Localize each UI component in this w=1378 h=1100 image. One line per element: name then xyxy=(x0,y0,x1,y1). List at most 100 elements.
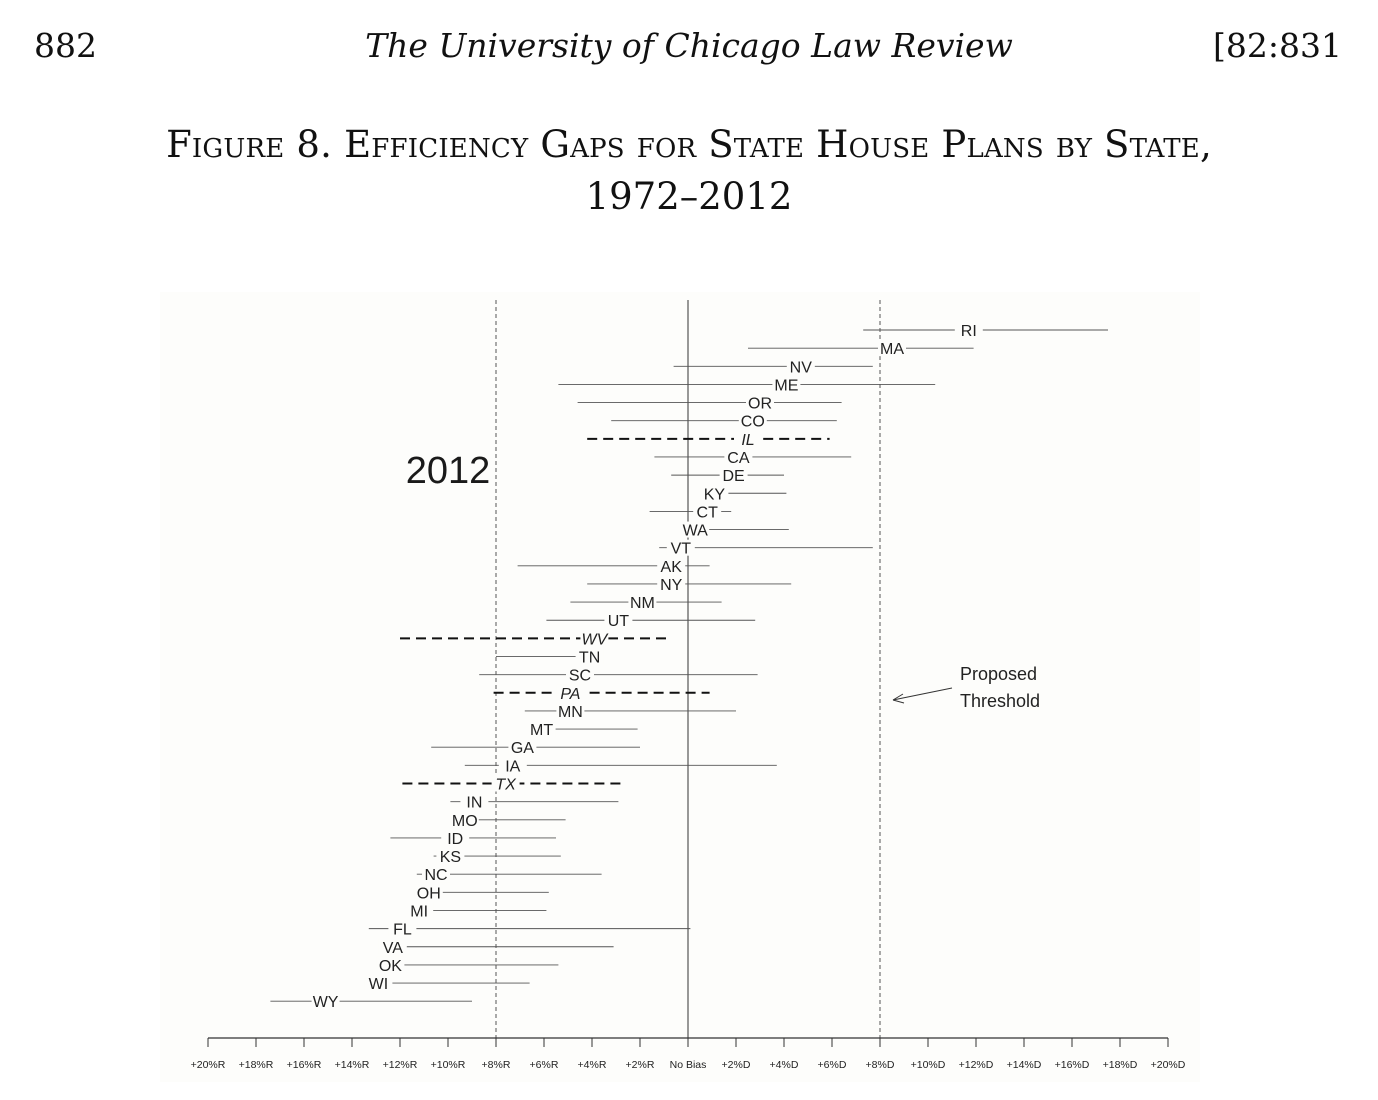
state-label-ky: KY xyxy=(704,486,726,503)
state-label-ny: NY xyxy=(660,577,683,594)
state-label-nv: NV xyxy=(790,359,813,376)
state-label-pa: PA xyxy=(560,686,580,703)
state-label-il: IL xyxy=(741,432,754,449)
state-label-sc: SC xyxy=(569,668,591,685)
x-tick-label: +4%R xyxy=(578,1059,607,1071)
label-bg-wy xyxy=(311,993,340,1010)
state-label-vt: VT xyxy=(671,541,692,558)
state-label-ok: OK xyxy=(379,958,402,975)
label-bg-nm xyxy=(628,594,657,611)
x-tick-label: +14%R xyxy=(335,1059,370,1071)
x-tick-label: +8%D xyxy=(866,1059,895,1071)
x-tick-label: +10%D xyxy=(911,1059,946,1071)
state-label-oh: OH xyxy=(417,885,441,902)
label-bg-tx xyxy=(491,775,520,792)
label-bg-tn xyxy=(575,648,604,665)
state-label-ma: MA xyxy=(880,341,904,358)
state-label-mn: MN xyxy=(558,704,583,721)
label-bg-or xyxy=(746,394,774,411)
label-bg-ca xyxy=(724,448,753,465)
label-bg-ri xyxy=(954,322,983,338)
page-number: 882 xyxy=(34,26,97,65)
x-tick-label: +10%R xyxy=(431,1059,466,1071)
state-label-ct: CT xyxy=(697,504,719,521)
label-bg-ga xyxy=(508,739,537,756)
state-label-wy: WY xyxy=(313,994,339,1011)
state-label-ut: UT xyxy=(608,613,630,630)
figure-title: Figure 8. Efficiency Gaps for State Hous… xyxy=(0,118,1378,222)
label-bg-mo xyxy=(450,811,479,828)
state-label-me: ME xyxy=(774,377,798,394)
plot-background xyxy=(160,292,1200,1082)
state-label-fl: FL xyxy=(393,922,412,939)
label-bg-ok xyxy=(376,956,405,973)
label-bg-pa xyxy=(556,684,585,701)
x-tick-label: +4%D xyxy=(770,1059,799,1071)
state-label-nc: NC xyxy=(424,867,447,884)
label-bg-id xyxy=(441,829,470,846)
label-bg-ma xyxy=(878,340,906,357)
running-head: 882 The University of Chicago Law Review… xyxy=(0,22,1378,72)
state-label-mo: MO xyxy=(452,813,478,830)
x-tick-label: +2%D xyxy=(722,1059,751,1071)
state-label-ks: KS xyxy=(440,849,461,866)
state-label-wa: WA xyxy=(683,523,709,540)
x-tick-label: +2%R xyxy=(626,1059,655,1071)
label-bg-vt xyxy=(666,539,695,556)
citation: [82:831 xyxy=(1213,26,1342,65)
state-label-tn: TN xyxy=(579,650,600,667)
figure-title-line2: 1972–2012 xyxy=(585,175,793,218)
label-bg-co xyxy=(738,412,767,429)
state-label-nm: NM xyxy=(630,595,655,612)
x-tick-label: +6%D xyxy=(818,1059,847,1071)
x-tick-label: No Bias xyxy=(670,1059,707,1071)
x-tick-label: +20%R xyxy=(191,1059,226,1071)
label-bg-wa xyxy=(681,521,710,538)
label-bg-mi xyxy=(405,902,434,919)
label-bg-sc xyxy=(566,666,594,683)
journal-title: The University of Chicago Law Review xyxy=(365,26,1013,65)
annotation-arrowhead xyxy=(892,693,905,704)
x-tick-label: +18%D xyxy=(1103,1059,1138,1071)
label-bg-mt xyxy=(527,721,556,738)
label-bg-ks xyxy=(436,848,465,865)
label-bg-in xyxy=(460,793,489,810)
label-bg-fl xyxy=(388,920,417,937)
state-label-id: ID xyxy=(447,831,463,848)
label-bg-nv xyxy=(786,358,815,375)
label-bg-ak xyxy=(657,557,686,574)
x-tick-label: +8%R xyxy=(482,1059,511,1071)
x-tick-label: +14%D xyxy=(1007,1059,1042,1071)
annotation-line2: Threshold xyxy=(960,691,1040,711)
state-label-mi: MI xyxy=(410,903,428,920)
figure-title-line1: Figure 8. Efficiency Gaps for State Hous… xyxy=(166,123,1212,166)
x-tick-label: +20%D xyxy=(1151,1059,1186,1071)
state-label-co: CO xyxy=(741,414,765,431)
label-bg-mn xyxy=(556,702,585,719)
label-bg-va xyxy=(378,938,407,955)
x-tick-label: +12%R xyxy=(383,1059,418,1071)
x-tick-label: +18%R xyxy=(239,1059,274,1071)
label-bg-me xyxy=(772,376,801,393)
state-label-or: OR xyxy=(748,396,772,413)
state-label-ca: CA xyxy=(727,450,750,467)
state-label-tx: TX xyxy=(495,777,517,794)
label-bg-oh xyxy=(414,884,443,901)
label-bg-ia xyxy=(498,757,527,774)
label-bg-de xyxy=(719,467,748,484)
label-bg-il xyxy=(734,430,762,447)
state-label-ri: RI xyxy=(961,323,977,340)
label-bg-ct xyxy=(693,503,722,520)
state-label-wi: WI xyxy=(369,976,389,993)
state-label-de: DE xyxy=(722,468,744,485)
year-label: 2012 xyxy=(406,450,491,492)
label-bg-ny xyxy=(657,575,686,592)
state-label-ak: AK xyxy=(661,559,683,576)
label-bg-wi xyxy=(364,975,393,992)
x-tick-label: +16%D xyxy=(1055,1059,1090,1071)
state-label-wv: WV xyxy=(582,631,609,648)
annotation-arrow xyxy=(892,687,953,701)
state-label-ia: IA xyxy=(505,758,520,775)
state-label-in: IN xyxy=(466,795,482,812)
